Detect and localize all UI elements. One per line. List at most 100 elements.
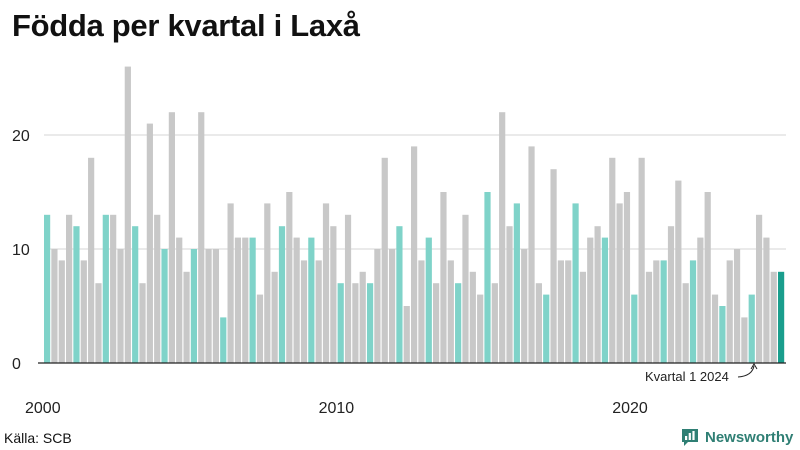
bar <box>95 283 102 363</box>
bar <box>139 283 146 363</box>
bar <box>73 226 80 363</box>
bar <box>748 294 755 363</box>
y-tick-label: 20 <box>12 128 30 145</box>
bar <box>506 226 513 363</box>
bar <box>58 260 65 363</box>
bar <box>278 226 286 363</box>
latest-annotation: Kvartal 1 2024 <box>645 363 758 384</box>
bar <box>763 237 770 363</box>
bar <box>146 123 153 363</box>
bar <box>711 294 719 363</box>
bar <box>601 237 609 363</box>
bar <box>366 283 374 363</box>
bar <box>587 237 594 363</box>
bar <box>117 249 124 363</box>
bar <box>579 271 587 363</box>
bar <box>315 260 322 363</box>
bar <box>491 283 498 363</box>
bar <box>689 260 697 363</box>
bar <box>352 283 359 363</box>
bar <box>565 260 572 363</box>
brand: Newsworthy <box>680 427 793 447</box>
bar <box>675 180 682 363</box>
bar <box>330 226 337 363</box>
brand-name: Newsworthy <box>705 428 794 446</box>
bar <box>616 203 623 363</box>
bar <box>198 112 205 363</box>
bar <box>388 249 396 363</box>
bar <box>154 214 161 363</box>
bar <box>778 271 785 363</box>
bar <box>455 283 462 363</box>
bar <box>521 249 528 363</box>
bar <box>528 146 535 363</box>
bar <box>374 249 381 363</box>
bar <box>594 226 601 363</box>
bar <box>190 249 197 363</box>
bar <box>557 260 564 363</box>
bar <box>293 237 300 363</box>
bar <box>300 260 308 363</box>
bar <box>726 260 733 363</box>
bar <box>220 317 227 363</box>
bar <box>755 214 763 363</box>
bar <box>271 271 278 363</box>
bar <box>396 226 403 363</box>
bar <box>124 66 131 363</box>
bar <box>168 112 175 363</box>
bar <box>44 214 51 363</box>
bar <box>447 260 454 363</box>
bar <box>550 169 557 363</box>
bar <box>425 237 432 363</box>
bar <box>733 249 741 363</box>
bar <box>609 157 616 363</box>
bar <box>102 214 109 363</box>
bar <box>227 203 234 363</box>
bar <box>205 249 212 363</box>
bar <box>88 157 95 363</box>
bar <box>183 271 190 363</box>
bar <box>653 260 660 363</box>
chart-title: Födda per kvartal i Laxå <box>12 8 360 43</box>
newsworthy-logo-icon <box>682 429 698 446</box>
x-tick-label: 2020 <box>612 400 648 417</box>
bar <box>381 157 388 363</box>
source-note: Källa: SCB <box>4 430 72 446</box>
bar <box>66 214 73 363</box>
bar <box>256 294 264 363</box>
y-tick-label: 0 <box>12 356 21 373</box>
bar <box>249 237 256 363</box>
bar <box>212 249 220 363</box>
bar <box>719 306 726 363</box>
bars <box>44 66 785 363</box>
bar <box>667 226 675 363</box>
bar <box>440 192 447 363</box>
bar <box>697 237 704 363</box>
bar <box>513 203 520 363</box>
bar <box>638 157 645 363</box>
bar <box>411 146 418 363</box>
bar <box>344 214 352 363</box>
x-tick-label: 2010 <box>319 400 355 417</box>
bar <box>631 294 638 363</box>
bar <box>741 317 748 363</box>
bar <box>682 283 689 363</box>
bar <box>660 260 667 363</box>
bar <box>770 271 777 363</box>
bar <box>418 260 425 363</box>
bar <box>572 203 579 363</box>
bar <box>308 237 315 363</box>
bar <box>484 192 491 363</box>
bar <box>51 249 58 363</box>
y-tick-label: 10 <box>12 242 30 259</box>
bar <box>264 203 271 363</box>
bar <box>477 294 484 363</box>
annotation-label: Kvartal 1 2024 <box>645 369 729 384</box>
bar <box>322 203 330 363</box>
bar <box>337 283 344 363</box>
bar <box>234 237 242 363</box>
bar <box>359 271 366 363</box>
bar <box>433 283 440 363</box>
bar <box>176 237 183 363</box>
